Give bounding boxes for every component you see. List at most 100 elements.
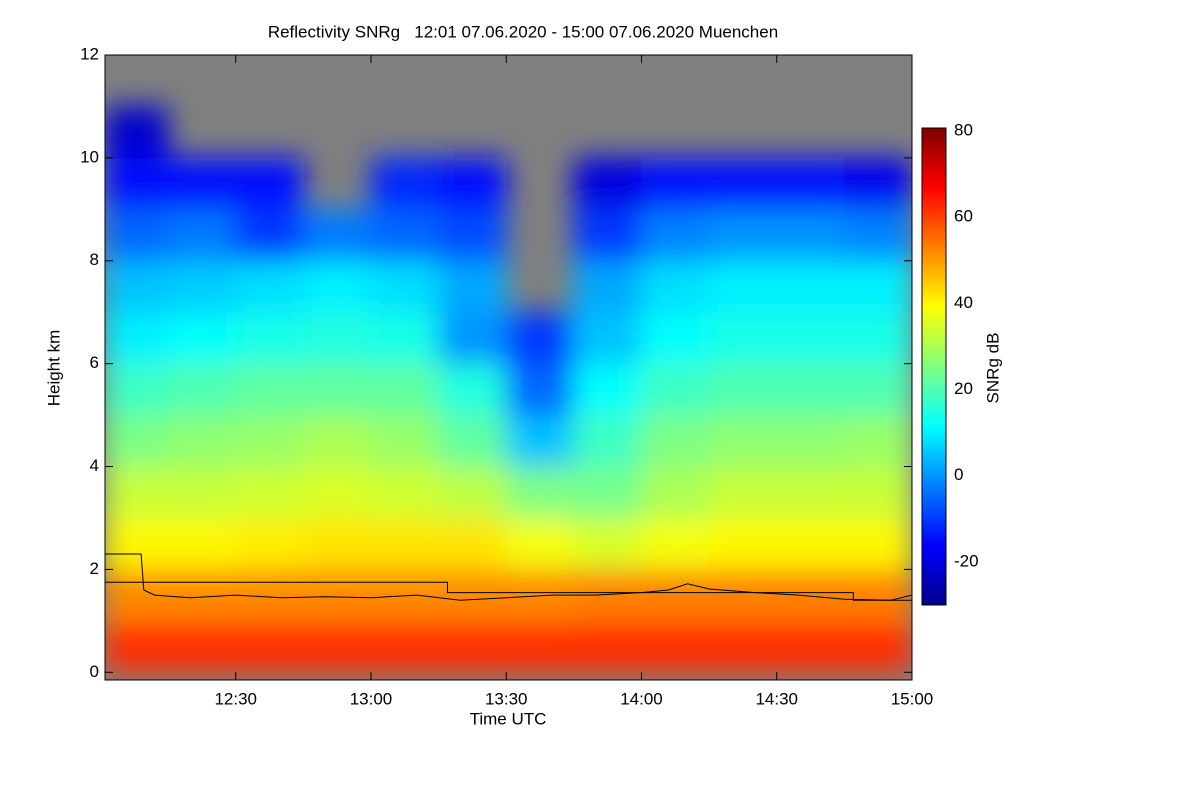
heat-cell xyxy=(235,260,304,313)
y-tick-label: 2 xyxy=(90,559,99,578)
heat-cell xyxy=(708,568,778,622)
heat-cell xyxy=(105,414,169,468)
heat-cell xyxy=(505,466,575,519)
heat-cell xyxy=(370,157,440,210)
heat-cell xyxy=(708,517,778,570)
heat-cell xyxy=(505,363,575,416)
y-tick-label: 8 xyxy=(90,250,99,269)
heat-cell xyxy=(370,620,440,673)
heat-cell xyxy=(640,208,710,262)
heat-cell xyxy=(105,620,169,673)
heat-cell xyxy=(843,517,912,570)
x-tick-label: 13:30 xyxy=(485,689,528,708)
plot-frame xyxy=(104,54,913,681)
heat-cell xyxy=(843,568,912,622)
heatmap xyxy=(105,105,912,673)
heat-cell xyxy=(438,466,507,519)
heat-cell xyxy=(640,414,710,468)
heat-cell xyxy=(438,568,507,622)
colorbar-tick-label: 20 xyxy=(954,379,973,398)
heat-cell xyxy=(776,157,845,210)
heat-cell xyxy=(167,466,237,519)
colorbar-tick-label: 40 xyxy=(954,293,973,312)
heat-cell xyxy=(370,208,440,262)
colorbar-tick-label: -20 xyxy=(954,551,979,570)
chart-title: Reflectivity SNRg 12:01 07.06.2020 - 15:… xyxy=(268,22,778,41)
heat-cell xyxy=(776,311,845,365)
heat-cell xyxy=(776,414,845,468)
lines xyxy=(105,553,912,601)
y-tick-label: 6 xyxy=(90,353,99,372)
heat-cell xyxy=(843,414,912,468)
heat-cell xyxy=(370,311,440,365)
heat-cell xyxy=(776,568,845,622)
overlay-line xyxy=(105,553,912,601)
heat-cell xyxy=(708,260,778,313)
heat-cell xyxy=(370,568,440,622)
heat-cell xyxy=(640,157,710,210)
heat-cell xyxy=(167,517,237,570)
heat-cell xyxy=(235,620,304,673)
heat-cell xyxy=(302,568,372,622)
heat-cell xyxy=(438,208,507,262)
y-tick-label: 0 xyxy=(90,662,99,681)
heat-cell xyxy=(776,620,845,673)
heat-cell xyxy=(105,157,169,210)
heat-cell xyxy=(505,517,575,570)
x-tick-label: 12:30 xyxy=(214,689,257,708)
heat-cell xyxy=(573,363,642,416)
heat-cell xyxy=(302,311,372,365)
heat-cell xyxy=(438,363,507,416)
colorbar-tick-label: 0 xyxy=(954,465,963,484)
y-tick-label: 4 xyxy=(90,456,99,475)
heat-cell xyxy=(843,157,912,210)
heat-cell xyxy=(573,466,642,519)
heat-cell xyxy=(370,363,440,416)
heat-cell xyxy=(640,568,710,622)
heat-cell xyxy=(302,414,372,468)
heat-cell xyxy=(105,260,169,313)
heat-cell xyxy=(167,414,237,468)
heat-cell xyxy=(105,363,169,416)
heat-cell xyxy=(573,208,642,262)
heat-cell xyxy=(708,157,778,210)
heat-cell xyxy=(235,568,304,622)
heat-cell xyxy=(370,517,440,570)
heat-cell xyxy=(573,260,642,313)
heat-cell xyxy=(505,414,575,468)
heat-cell xyxy=(573,517,642,570)
heat-cell xyxy=(776,363,845,416)
heat-cell xyxy=(708,311,778,365)
heat-cell xyxy=(843,311,912,365)
heat-cell xyxy=(843,466,912,519)
heat-cell xyxy=(640,466,710,519)
heat-cell xyxy=(843,363,912,416)
heat-cell xyxy=(167,208,237,262)
heat-cell xyxy=(167,157,237,210)
heat-cell xyxy=(302,517,372,570)
heat-cell xyxy=(105,208,169,262)
colorbar-label: SNRg dB xyxy=(983,333,1002,404)
x-tick-label: 14:30 xyxy=(755,689,798,708)
heat-cell xyxy=(105,105,169,159)
heat-cell xyxy=(573,620,642,673)
y-tick-label: 10 xyxy=(80,147,99,166)
y-tick-label: 12 xyxy=(80,44,99,63)
heat-cell xyxy=(167,568,237,622)
colorbar-tick-label: 60 xyxy=(954,207,973,226)
x-tick-label: 15:00 xyxy=(891,689,934,708)
heat-cell xyxy=(843,620,912,673)
heat-cell xyxy=(438,260,507,313)
heat-cell xyxy=(573,414,642,468)
y-axis-label: Height km xyxy=(44,330,63,407)
heat-cell xyxy=(235,157,304,210)
heat-cell xyxy=(438,620,507,673)
heat-cell xyxy=(708,466,778,519)
heat-cell xyxy=(105,466,169,519)
heat-cell xyxy=(167,311,237,365)
heat-cell xyxy=(235,517,304,570)
heat-cell xyxy=(640,311,710,365)
heat-cell xyxy=(708,414,778,468)
heat-cell xyxy=(438,157,507,210)
